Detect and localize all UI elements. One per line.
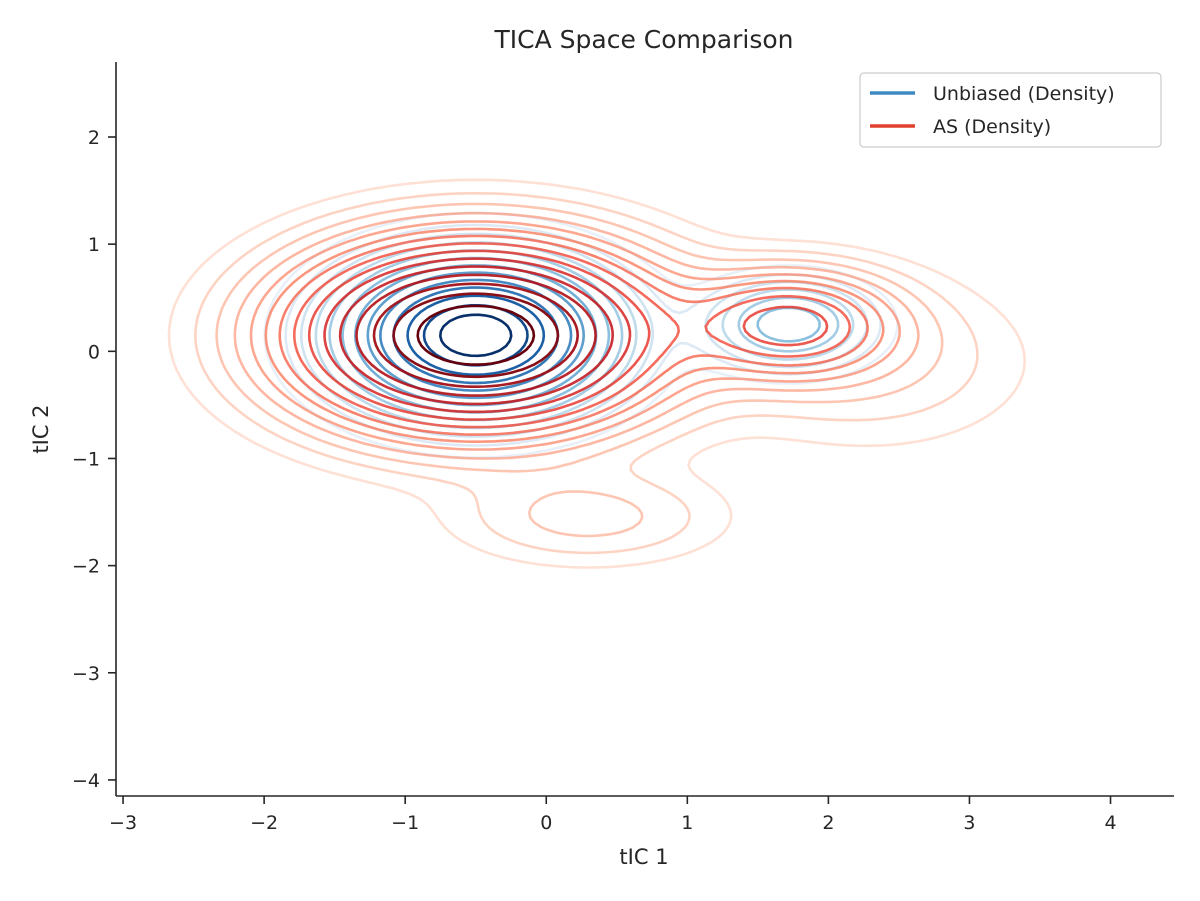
x-tick-label: 4 [1104,812,1116,834]
as-density-contour-level-10 [338,265,614,406]
y-tick-label: −4 [72,770,100,792]
y-axis-label: tIC 2 [29,404,53,453]
legend: Unbiased (Density) AS (Density) [859,72,1162,148]
as-density-contour-level-6 [278,234,869,436]
as-density-contour-level-12 [372,282,579,388]
chart-title: TICA Space Comparison [494,25,794,54]
y-tick-label: 0 [88,341,100,363]
x-axis-label: tIC 1 [619,845,668,869]
x-tick-label: 0 [540,812,552,834]
y-tick-label: 2 [88,127,100,149]
x-tick-label: −2 [250,812,278,834]
as-density-contours [167,178,1026,569]
as-density-contour-level-14 [416,304,536,366]
y-tick-label: −3 [72,663,100,685]
as-density-contour-level-3 [233,211,920,460]
as-density-contour-level-9 [323,257,632,414]
as-density-contour-level-11 [355,273,597,397]
x-tick-label: 3 [963,812,975,834]
y-tick-label: 1 [88,234,100,256]
as-density-contour-level-13 [392,292,560,379]
as-density-contour-level-0 [167,178,1026,569]
x-tick-label: −1 [391,812,419,834]
legend-label-as: AS (Density) [933,116,1051,138]
unbiased-density-contour-level-12 [439,313,513,358]
unbiased-density-contour-level-10 [406,294,546,376]
x-tick-label: 2 [822,812,834,834]
as-density-contour-level-7 [293,242,852,429]
x-axis-ticks: −3 −2 −1 0 1 2 3 4 [109,796,1117,834]
x-tick-label: 1 [681,812,693,834]
y-tick-label: −1 [72,448,100,470]
as-density-contour-level-1 [194,192,979,555]
as-density-contour-level-8 [307,249,829,421]
legend-box [859,72,1162,148]
legend-label-unbiased: Unbiased (Density) [933,83,1115,105]
as-density-contour-level-5 [264,227,885,443]
as-density-contour-level-2 [215,202,944,538]
as-density-contour-level-4 [249,220,901,451]
y-axis-ticks: −4 −3 −2 −1 0 1 2 [72,127,116,792]
x-tick-label: −3 [109,812,137,834]
y-tick-label: −2 [72,556,100,578]
